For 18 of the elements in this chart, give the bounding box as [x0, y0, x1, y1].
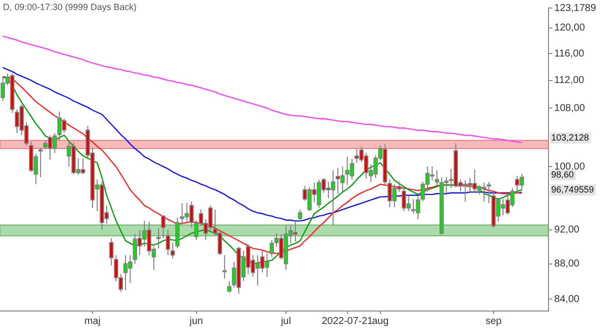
x-tick-label: jul	[280, 316, 291, 327]
x-tick-label: jun	[188, 316, 203, 327]
y-tick-label: 88,00	[554, 258, 580, 270]
chart-title: D, 09:00-17:30 (9999 Days Back)	[3, 2, 137, 12]
y-tick-label: 123,1789	[554, 2, 596, 14]
text: 98,60	[551, 169, 574, 180]
y-tick-label: 116,00	[554, 48, 585, 60]
x-tick-label: maj	[84, 316, 101, 327]
y-tick-label: 84,00	[554, 294, 580, 305]
y-tick-label: 92,00	[554, 224, 580, 236]
y-tick-label: 108,00	[554, 102, 586, 114]
x-tick-label: aug	[372, 316, 389, 327]
y-tick-label: 112,00	[554, 75, 585, 86]
y-tick-label: 120,00	[554, 22, 586, 34]
x-tick-label: sep	[485, 316, 502, 327]
text: 103,2128	[551, 132, 589, 142]
x-tick-label: 2022-07-21	[322, 316, 374, 327]
text: 96,749559	[551, 184, 594, 194]
